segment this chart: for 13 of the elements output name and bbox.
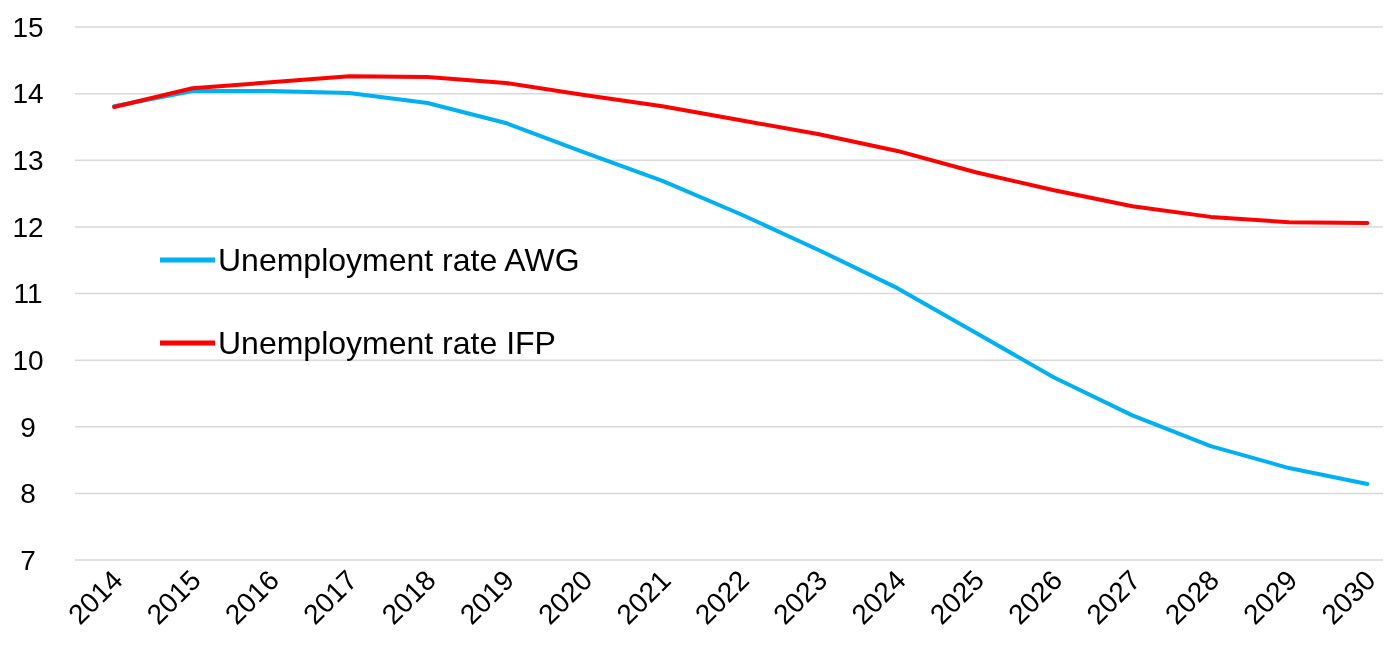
line-series — [112, 74, 1370, 225]
y-tick-label: 11 — [13, 278, 43, 310]
y-tick-label: 13 — [12, 145, 44, 177]
y-tick-label: 12 — [12, 211, 44, 243]
y-tick-label: 9 — [20, 411, 36, 443]
y-tick-label: 8 — [20, 478, 36, 510]
y-tick-label: 14 — [12, 78, 44, 110]
legend-label: Unemployment rate AWG — [218, 242, 580, 279]
legend-label: Unemployment rate IFP — [218, 325, 556, 362]
y-tick-label: 7 — [20, 544, 36, 576]
y-tick-label: 15 — [12, 11, 44, 43]
line-series — [112, 88, 1370, 487]
y-tick-label: 10 — [12, 344, 44, 376]
